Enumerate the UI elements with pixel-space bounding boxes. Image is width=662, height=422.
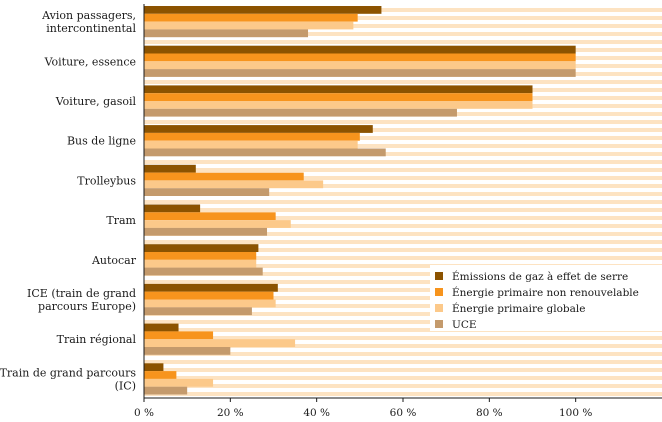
bar-3-4 (144, 140, 358, 149)
x-tick-label: 0 % (134, 407, 154, 419)
category-label: Avion passagers, intercontinental (41, 9, 136, 35)
bar-1-6 (144, 204, 201, 213)
bar-4-3 (144, 108, 457, 117)
x-tick-label: 100 % (559, 407, 592, 419)
bar-4-1 (144, 29, 309, 38)
bar-2-8 (144, 291, 274, 300)
legend-swatch (435, 320, 443, 328)
legend-label: Énergie primaire non renouvelable (452, 285, 639, 299)
legend-background (430, 265, 662, 331)
bar-4-8 (144, 307, 252, 316)
x-tick-label: 40 % (303, 407, 330, 419)
legend-label: Énergie primaire globale (452, 301, 586, 315)
bar-4-9 (144, 347, 231, 355)
category-label: Tram (106, 214, 136, 227)
bar-2-9 (144, 331, 214, 340)
category-label: ICE (train de grand parcours Europe) (27, 287, 136, 313)
bar-1-9 (144, 323, 179, 332)
bar-3-9 (144, 339, 296, 347)
bar-3-2 (144, 61, 576, 70)
bar-4-2 (144, 69, 576, 77)
bar-2-4 (144, 132, 360, 141)
legend-swatch (435, 304, 443, 312)
bar-3-3 (144, 101, 533, 109)
bar-4-7 (144, 267, 263, 276)
bar-2-1 (144, 13, 358, 22)
bars-group (144, 6, 576, 395)
bar-2-5 (144, 172, 304, 181)
bar-4-4 (144, 148, 386, 157)
bar-1-3 (144, 85, 533, 94)
category-label: Trolleybus (77, 174, 136, 187)
bar-1-7 (144, 244, 259, 252)
x-axis: 0 % 20 % 40 % 60 % 80 % 100 % (134, 4, 662, 419)
bar-4-6 (144, 227, 268, 236)
bar-2-2 (144, 53, 576, 62)
legend-swatch (435, 288, 443, 296)
legend: Émissions de gaz à effet de serre Énergie… (430, 265, 662, 331)
category-label: Autocar (91, 254, 137, 267)
bar-1-10 (144, 363, 164, 372)
bar-3-5 (144, 180, 324, 189)
legend-swatch (435, 272, 443, 280)
bar-2-6 (144, 212, 276, 221)
category-label: Voiture, essence (44, 55, 136, 68)
bar-1-1 (144, 6, 382, 14)
legend-label: Émissions de gaz à effet de serre (452, 269, 628, 283)
bar-3-1 (144, 21, 354, 30)
x-tick-label: 80 % (476, 407, 503, 419)
bar-1-8 (144, 283, 278, 292)
category-label: Voiture, gasoil (55, 95, 137, 108)
bar-2-7 (144, 252, 257, 260)
bar-4-10 (144, 386, 188, 395)
bar-3-10 (144, 378, 214, 387)
bar-2-3 (144, 93, 533, 101)
bar-1-4 (144, 125, 373, 133)
category-label: Train régional (57, 333, 137, 346)
bar-1-2 (144, 45, 576, 54)
bar-2-10 (144, 371, 177, 379)
bar-3-6 (144, 220, 291, 228)
category-labels: Avion passagers, intercontinental Voiture,… (0, 9, 137, 392)
bar-4-5 (144, 188, 270, 196)
x-tick-label: 60 % (390, 407, 417, 419)
x-tick-label: 20 % (217, 407, 244, 419)
category-label: Bus de ligne (67, 135, 136, 148)
bar-1-5 (144, 164, 196, 173)
legend-label: UCE (452, 319, 477, 331)
category-label: Train de grand parcours (IC) (0, 366, 136, 392)
bar-3-8 (144, 299, 276, 308)
bar-3-7 (144, 259, 257, 268)
